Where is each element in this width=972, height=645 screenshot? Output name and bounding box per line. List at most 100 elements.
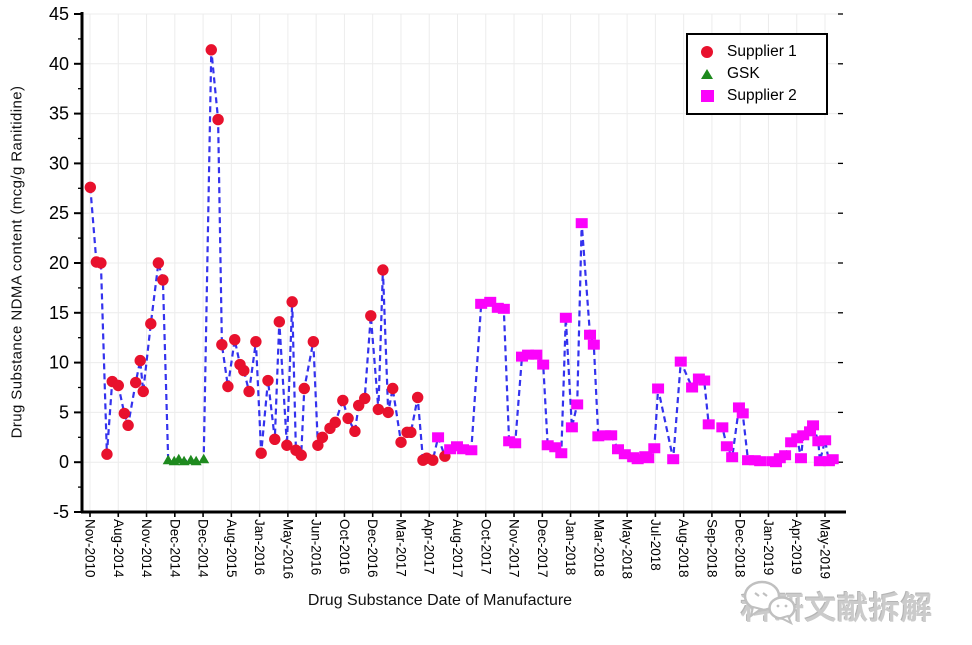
data-point	[779, 450, 792, 461]
data-point	[804, 426, 817, 437]
data-point	[720, 441, 733, 452]
x-tick-label: Jul-2018	[648, 519, 663, 571]
data-point	[250, 335, 262, 348]
data-point	[587, 339, 600, 350]
data-point	[541, 440, 554, 451]
data-point	[273, 316, 286, 328]
x-tick-label: Jan-2016	[252, 519, 267, 575]
data-point	[618, 449, 631, 460]
data-point	[812, 436, 825, 447]
x-tick-label: Mar-2017	[393, 519, 408, 577]
y-axis-title: Drug Substance NDMA content (mcg/g Ranit…	[8, 85, 26, 439]
x-tick-label: Nov-2010	[83, 519, 98, 578]
x-tick-label: Oct-2017	[478, 519, 493, 575]
x-tick-label: May-2019	[818, 519, 833, 579]
supplier-1-circle-icon	[700, 45, 714, 59]
series-supplier-2-points	[432, 218, 839, 468]
data-point	[702, 419, 715, 430]
data-point	[157, 274, 169, 286]
x-tick-label: Dec-2016	[365, 519, 380, 578]
x-tick-label: Oct-2016	[337, 519, 352, 575]
legend-label: GSK	[727, 65, 760, 82]
y-tick-label: 30	[49, 153, 69, 173]
y-tick-label: 10	[49, 353, 69, 373]
data-point	[198, 453, 210, 464]
data-point	[584, 329, 597, 340]
data-point	[565, 422, 578, 433]
gridlines	[82, 13, 838, 513]
data-point	[307, 335, 320, 348]
axes	[74, 12, 846, 517]
y-tick-label: 15	[49, 303, 69, 323]
data-point	[515, 351, 528, 362]
x-tick-label: May-2018	[620, 519, 635, 579]
data-point	[742, 455, 755, 466]
y-tick-label: -5	[53, 502, 69, 522]
data-point	[503, 436, 516, 447]
x-tick-label: Apr-2017	[422, 519, 437, 575]
data-point	[450, 441, 463, 452]
watermark: 科研文献拆解	[741, 577, 933, 633]
data-point	[484, 296, 497, 307]
data-point	[243, 385, 255, 398]
series-gsk-points	[162, 453, 210, 466]
data-point	[667, 454, 680, 465]
data-point	[152, 257, 165, 269]
data-point	[298, 382, 310, 395]
legend-item-supplier-2: Supplier 2	[700, 87, 816, 105]
data-point	[84, 181, 97, 194]
y-tick-labels: -5 0 5 10 15 20 25 30 35 40 45	[49, 4, 69, 522]
data-point	[575, 218, 588, 229]
data-point	[571, 399, 584, 410]
data-point	[686, 382, 699, 393]
wechat-icon	[743, 580, 796, 626]
legend-label: Supplier 2	[727, 87, 797, 104]
data-point	[337, 394, 349, 407]
data-point	[791, 433, 804, 444]
data-point	[342, 412, 354, 425]
data-point	[405, 426, 417, 439]
data-point	[648, 443, 661, 454]
x-tick-label: Dec-2014	[196, 519, 211, 578]
y-tick-label: 20	[49, 253, 69, 273]
data-point	[794, 453, 807, 464]
data-point	[372, 403, 385, 416]
x-tick-label: Jan-2019	[761, 519, 776, 575]
data-point	[222, 380, 234, 393]
data-point	[411, 391, 424, 404]
data-point	[427, 454, 439, 466]
data-point	[262, 374, 274, 387]
data-point	[269, 433, 281, 445]
data-point	[205, 44, 217, 56]
x-tick-label: Sep-2018	[704, 519, 719, 578]
data-point	[605, 430, 618, 441]
x-tick-label: Aug-2017	[450, 519, 465, 578]
data-point	[530, 349, 543, 360]
data-point	[612, 444, 625, 455]
data-point	[255, 447, 267, 459]
y-tick-label: 5	[59, 402, 69, 422]
data-point	[377, 264, 389, 276]
data-point	[491, 302, 504, 313]
y-tick-label: 40	[49, 54, 69, 74]
x-tick-label: Apr-2019	[789, 519, 804, 575]
data-point	[555, 448, 568, 459]
gsk-triangle-icon	[700, 67, 714, 81]
data-point	[631, 454, 644, 465]
data-point	[797, 430, 810, 441]
legend-label: Supplier 1	[727, 43, 797, 60]
data-point	[129, 376, 142, 389]
data-point	[137, 385, 149, 398]
data-point	[432, 432, 445, 443]
data-point	[807, 420, 820, 431]
data-point	[652, 383, 665, 394]
data-point	[732, 402, 745, 413]
data-point	[295, 449, 307, 461]
data-point	[736, 408, 749, 419]
data-point	[813, 456, 826, 467]
data-point	[365, 310, 377, 322]
data-point	[387, 382, 399, 395]
data-point	[122, 419, 134, 432]
data-point	[238, 364, 250, 377]
